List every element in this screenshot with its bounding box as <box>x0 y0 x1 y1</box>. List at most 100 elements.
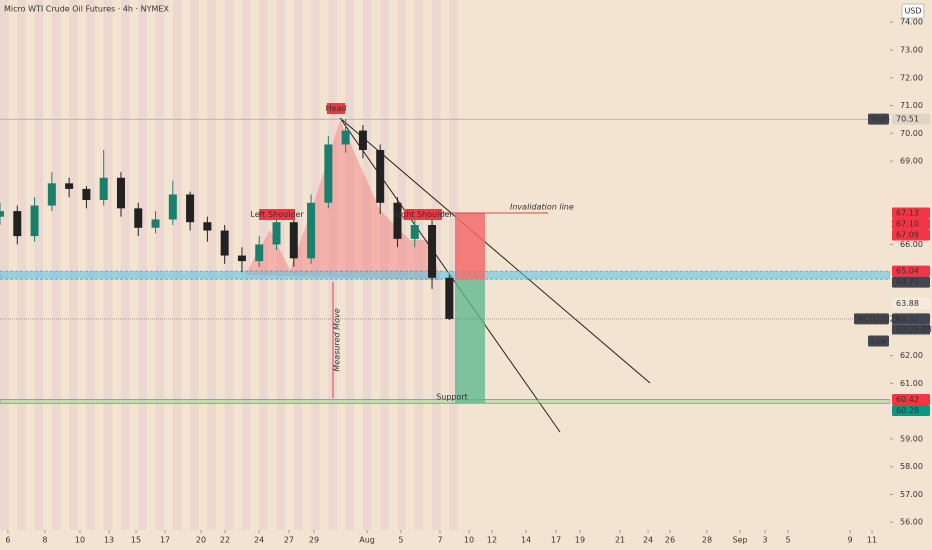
left-shoulder-tag <box>259 209 295 220</box>
y-tick-label: 69.00 <box>900 157 923 166</box>
candle-body <box>47 183 56 206</box>
x-tick-label: 15 <box>131 536 141 545</box>
candle-body <box>358 130 367 150</box>
measured-move-label: Measured Move <box>333 308 342 371</box>
head-tag <box>327 103 345 114</box>
session-band <box>86 0 95 530</box>
y-tick-label: 57.00 <box>900 490 923 499</box>
x-tick-label: 9 <box>848 536 853 545</box>
head-label: Head <box>326 104 347 113</box>
session-band <box>34 0 44 530</box>
candle-body <box>151 219 160 228</box>
session-band <box>224 0 234 530</box>
high-tag: High <box>871 115 889 124</box>
y-tick-label: 58.00 <box>900 462 923 471</box>
price-label-box <box>892 393 930 405</box>
price-label: 63.32 <box>896 314 919 323</box>
candle-body <box>116 177 125 209</box>
low-tag: Low <box>871 337 887 346</box>
session-band <box>155 0 165 530</box>
session-band <box>69 0 78 530</box>
price-label: 65.04 <box>896 267 919 276</box>
y-tick-label: 59.00 <box>900 434 923 443</box>
price-label: 60.28 <box>896 406 919 415</box>
price-label: 63.88 <box>896 299 919 308</box>
y-tick-label: 62.00 <box>900 351 923 360</box>
x-tick-label: 22 <box>220 536 230 545</box>
currency-box <box>901 3 925 19</box>
price-label: 67.13 <box>896 209 919 218</box>
y-tick-label: 70.00 <box>900 129 923 138</box>
x-tick-label: 10 <box>75 536 85 545</box>
symbol-tag: MCLU2025 <box>857 314 900 323</box>
x-tick-label: 12 <box>487 536 497 545</box>
session-band <box>103 0 113 530</box>
price-label-box <box>892 218 930 230</box>
price-label: 67.09 <box>896 231 919 240</box>
session-band <box>17 0 26 530</box>
chart-title: Micro WTI Crude Oil Futures · 4h · NYMEX <box>4 5 169 14</box>
x-tick-label: 10 <box>464 536 474 545</box>
price-label-box <box>892 313 930 325</box>
x-tick-label: 14 <box>521 536 531 545</box>
y-tick-label: 56.00 <box>900 518 923 527</box>
candle-body <box>82 188 91 200</box>
candle-body <box>410 225 419 239</box>
candle-body <box>13 211 22 237</box>
countdown-box <box>892 324 930 335</box>
target-zone <box>455 279 485 404</box>
price-label-box <box>892 113 930 125</box>
candle-body <box>99 177 108 200</box>
session-band <box>138 0 147 530</box>
x-tick-label: 29 <box>309 536 319 545</box>
x-tick-label: 24 <box>254 536 264 545</box>
x-tick-label: Sep <box>732 536 747 545</box>
candle-body <box>376 150 385 203</box>
right-shoulder-tag <box>404 209 442 220</box>
x-tick-label: 7 <box>437 536 442 545</box>
price-label-box <box>892 276 930 288</box>
low-tag-box <box>868 335 889 347</box>
x-tick-label: 11 <box>867 536 877 545</box>
left-shoulder-label: Left Shoulder <box>250 210 304 219</box>
zone <box>0 270 891 280</box>
session-band <box>172 0 182 530</box>
candle-body <box>255 244 264 262</box>
candle-body <box>237 255 246 262</box>
right-shoulder-label: Right Shoulder <box>393 210 453 219</box>
x-tick-label: 6 <box>5 536 10 545</box>
y-tick-label: 72.00 <box>900 73 923 82</box>
price-label: 67.10 <box>896 220 919 229</box>
session-band <box>241 0 251 530</box>
x-tick-label: 8 <box>42 536 47 545</box>
price-label-box <box>892 265 930 277</box>
x-tick-label: 3 <box>763 536 768 545</box>
x-tick-label: 5 <box>785 536 790 545</box>
x-tick-label: 28 <box>702 536 712 545</box>
time-axis <box>0 530 890 550</box>
price-label: 60.42 <box>896 395 919 404</box>
candle-body <box>134 208 143 228</box>
candle-body <box>341 130 350 145</box>
session-band <box>0 0 9 530</box>
candle-body <box>393 202 402 239</box>
candle-body <box>168 194 177 220</box>
session-band <box>190 0 199 530</box>
invalidation-label: Invalidation line <box>510 203 574 212</box>
candle-body <box>186 194 195 223</box>
candle-body <box>324 144 333 203</box>
y-tick-label: 71.00 <box>900 101 923 110</box>
countdown: 03:29:38 <box>896 325 932 334</box>
y-tick-label: 66.00 <box>900 240 923 249</box>
price-label-box <box>892 404 930 416</box>
session-band <box>51 0 61 530</box>
pattern-fill <box>245 120 440 280</box>
candle-body <box>307 202 316 259</box>
trendline <box>339 117 651 384</box>
candle-body <box>445 277 454 319</box>
y-tick-label: 74.00 <box>900 18 923 27</box>
price-label-box <box>892 229 930 241</box>
high-tag-box <box>868 113 889 125</box>
symbol-tag-box <box>854 313 889 325</box>
